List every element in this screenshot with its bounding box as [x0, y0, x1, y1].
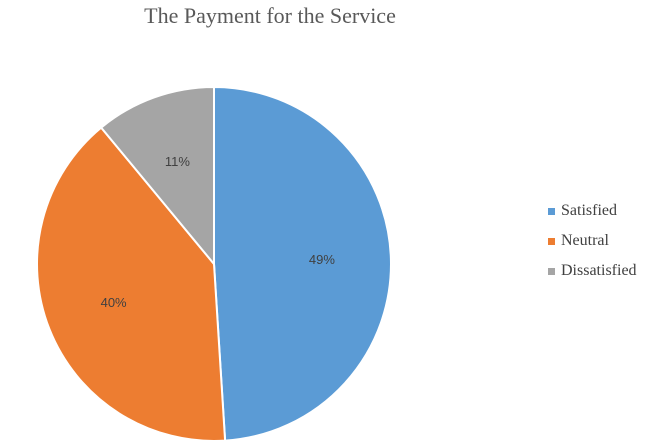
legend: Satisfied Neutral Dissatisfied	[548, 196, 656, 286]
data-label-satisfied: 49%	[309, 252, 335, 267]
legend-swatch-satisfied	[548, 207, 555, 215]
pie-slices	[36, 85, 392, 442]
chart-title: The Payment for the Service	[144, 3, 396, 28]
pie-slice-neutral	[36, 126, 227, 442]
pie-slice-dissatisfied	[99, 85, 215, 267]
data-label-dissatisfied: 11%	[165, 154, 190, 169]
pie-data-labels: 49% 40% 11%	[101, 154, 336, 310]
legend-label-satisfied: Satisfied	[561, 202, 617, 219]
legend-item-neutral: Neutral	[548, 226, 656, 256]
legend-item-dissatisfied: Dissatisfied	[548, 256, 656, 286]
legend-label-neutral: Neutral	[561, 232, 609, 249]
legend-swatch-neutral	[548, 237, 555, 245]
data-label-neutral: 40%	[101, 295, 127, 310]
pie-slice-satisfied	[213, 85, 392, 442]
legend-item-satisfied: Satisfied	[548, 196, 656, 226]
legend-swatch-dissatisfied	[548, 267, 555, 275]
legend-label-dissatisfied: Dissatisfied	[561, 262, 637, 279]
